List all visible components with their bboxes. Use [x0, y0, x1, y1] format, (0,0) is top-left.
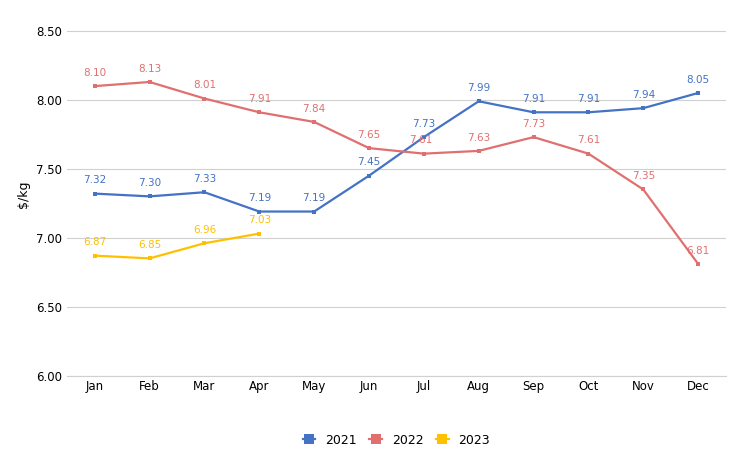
2022 — [200, 96, 209, 101]
Text: 7.45: 7.45 — [358, 158, 381, 167]
Text: 6.81: 6.81 — [687, 245, 710, 256]
Text: 7.32: 7.32 — [83, 175, 106, 185]
2021 — [310, 209, 319, 214]
Text: 7.19: 7.19 — [302, 193, 326, 203]
Text: 7.33: 7.33 — [193, 174, 216, 184]
Text: 7.91: 7.91 — [248, 94, 271, 104]
2021 — [364, 173, 373, 179]
Text: 7.19: 7.19 — [248, 193, 271, 203]
Text: 7.35: 7.35 — [631, 171, 655, 181]
2022 — [310, 119, 319, 125]
2021 — [91, 191, 99, 196]
2022 — [255, 109, 264, 115]
2021 — [200, 190, 209, 195]
Text: 8.10: 8.10 — [83, 68, 106, 78]
2022 — [693, 261, 702, 267]
2022 — [91, 83, 99, 89]
2022 — [584, 151, 593, 156]
2022 — [474, 148, 483, 153]
2023 — [145, 256, 154, 261]
2021 — [255, 209, 264, 214]
2023 — [255, 231, 264, 236]
Text: 6.87: 6.87 — [83, 237, 106, 247]
Text: 7.73: 7.73 — [522, 119, 545, 129]
Text: 7.61: 7.61 — [409, 135, 432, 145]
2022 — [529, 134, 538, 140]
Text: 7.61: 7.61 — [577, 135, 600, 145]
2022 — [420, 151, 429, 156]
2022 — [145, 79, 154, 85]
Text: 7.94: 7.94 — [631, 90, 655, 100]
Legend: 2021, 2022, 2023: 2021, 2022, 2023 — [298, 429, 495, 452]
Text: 7.99: 7.99 — [467, 83, 491, 93]
Line: 2023: 2023 — [93, 231, 261, 261]
Text: 6.96: 6.96 — [193, 225, 216, 235]
Text: 7.91: 7.91 — [577, 94, 600, 104]
Text: 7.91: 7.91 — [522, 94, 545, 104]
Text: 7.84: 7.84 — [302, 104, 326, 114]
Text: 7.73: 7.73 — [412, 119, 435, 129]
Line: 2021: 2021 — [93, 91, 700, 213]
2021 — [693, 90, 702, 96]
Text: 8.05: 8.05 — [687, 75, 710, 85]
Text: 6.85: 6.85 — [138, 240, 162, 250]
2021 — [474, 98, 483, 104]
2023 — [200, 240, 209, 246]
2021 — [584, 109, 593, 115]
Text: 7.30: 7.30 — [138, 178, 161, 188]
Text: 8.13: 8.13 — [138, 64, 162, 74]
2021 — [529, 109, 538, 115]
2023 — [91, 253, 99, 258]
2022 — [364, 145, 373, 151]
2021 — [420, 134, 429, 140]
2022 — [639, 187, 648, 192]
Text: 7.63: 7.63 — [467, 132, 491, 142]
Text: 7.03: 7.03 — [248, 215, 271, 225]
Y-axis label: $/kg: $/kg — [16, 181, 29, 208]
Line: 2022: 2022 — [93, 80, 700, 266]
Text: 7.65: 7.65 — [358, 130, 381, 140]
Text: 8.01: 8.01 — [193, 80, 216, 90]
2021 — [639, 105, 648, 111]
2021 — [145, 194, 154, 199]
